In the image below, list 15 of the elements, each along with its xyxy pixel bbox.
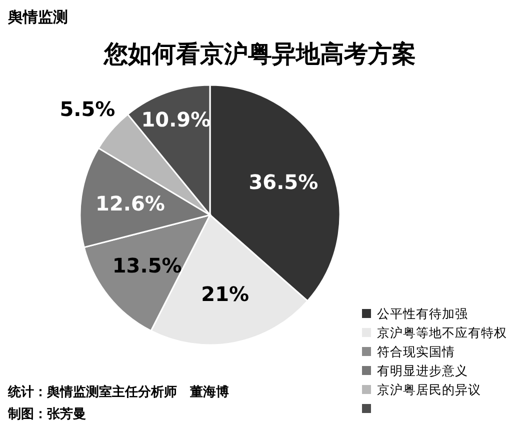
legend-label: 有明显进步意义 (377, 363, 468, 378)
legend-label: 京沪粤等地不应有特权 (377, 325, 507, 340)
data-label: 10.9% (141, 107, 211, 132)
text: 制图：张芳曼 (7, 406, 86, 422)
data-label: 13.5% (112, 253, 182, 278)
legend-label: 京沪粤居民的异议 (377, 382, 481, 397)
data-label: 21% (201, 282, 250, 306)
data-label: 12.6% (96, 191, 165, 216)
legend-label: 公平性有待加强 (377, 306, 468, 321)
text: 统计：舆情监测室主任分析师 董海博 (7, 384, 229, 400)
chart-title: 您如何看京沪粤异地高考方案 (103, 40, 416, 68)
data-label: 5.5% (60, 97, 116, 122)
text: 舆情监测 (7, 8, 68, 26)
legend-label: 符合现实国情 (377, 344, 455, 359)
data-label: 36.5% (248, 170, 318, 194)
